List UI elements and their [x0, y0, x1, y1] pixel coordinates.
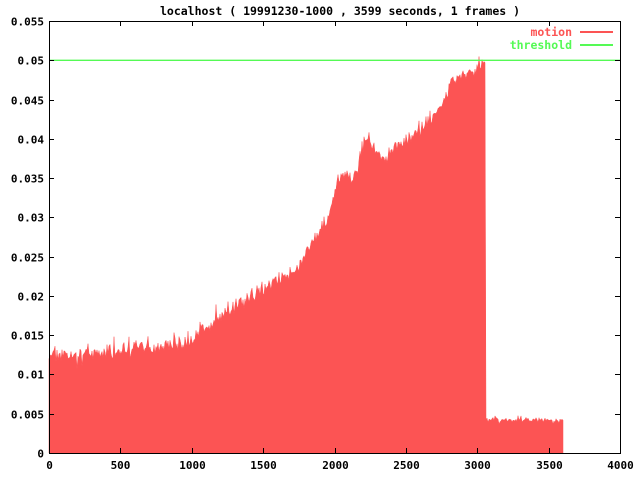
x-tick-label: 4000: [607, 459, 634, 472]
legend-item-threshold: threshold: [509, 38, 613, 52]
y-tick-label: 0.005: [11, 409, 44, 422]
y-tick-label: 0.05: [18, 55, 45, 68]
threshold-line-sample-icon: [580, 44, 613, 46]
y-tick-label: 0.035: [11, 173, 44, 186]
legend-label-threshold: threshold: [509, 38, 572, 52]
y-tick-label: 0.03: [18, 212, 45, 225]
y-tick-label: 0.015: [11, 330, 44, 343]
y-tick-label: 0.055: [11, 16, 44, 29]
legend: motion threshold: [509, 25, 613, 52]
legend-item-motion: motion: [510, 25, 613, 39]
motion-line-sample-icon: [580, 31, 613, 33]
x-tick-label: 500: [111, 459, 131, 472]
x-tick-label: 2000: [322, 459, 349, 472]
y-tick-label: 0.04: [18, 134, 45, 147]
x-tick-label: 1000: [179, 459, 206, 472]
x-tick-label: 3000: [464, 459, 491, 472]
legend-label-motion: motion: [530, 25, 572, 39]
y-tick-label: 0: [37, 448, 44, 461]
chart-title: localhost ( 19991230-1000 , 3599 seconds…: [159, 4, 521, 18]
x-tick-label: 3500: [536, 459, 563, 472]
y-tick-label: 0.02: [18, 291, 45, 304]
x-tick-label: 1500: [250, 459, 277, 472]
x-tick-label: 2500: [393, 459, 420, 472]
motion-area-series: [48, 56, 564, 454]
y-tick-label: 0.025: [11, 252, 44, 265]
y-tick-label: 0.045: [11, 95, 44, 108]
y-tick-label: 0.01: [18, 369, 45, 382]
x-tick-label: 0: [46, 459, 53, 472]
